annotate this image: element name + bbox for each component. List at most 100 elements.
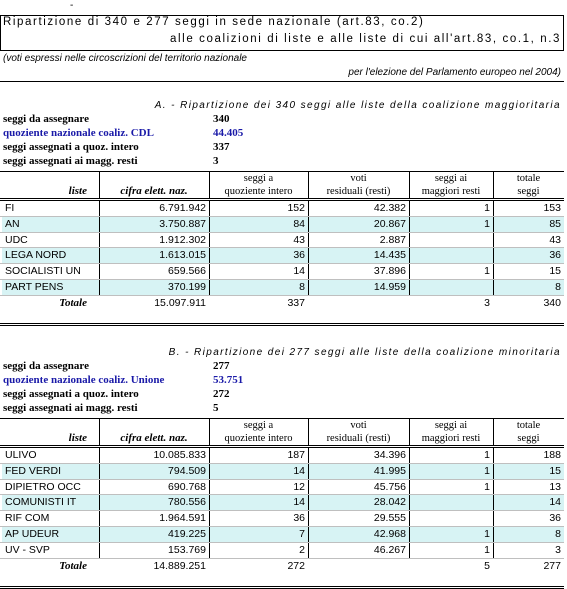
section_a-cell-divider	[493, 248, 494, 265]
section_b-cell-voti: 29.555	[373, 512, 406, 525]
col-seggi-quoziente-line1: seggi a	[243, 173, 274, 184]
section_b-cell-totale: 3	[555, 543, 561, 556]
section_b-cell-divider	[409, 495, 410, 512]
section_b-cell-lista: DIPIETRO OCC	[5, 480, 81, 493]
section_b-total-label: Totale	[59, 559, 87, 572]
section_b-row-rule	[0, 510, 564, 512]
col-liste-line2: liste	[68, 432, 87, 444]
section_a-cell-quoz: 36	[293, 249, 305, 262]
col-seggi-resti-line2: maggiori resti	[421, 433, 481, 444]
section_b-total-cifra: 14.889.251	[153, 559, 206, 572]
col-seggi-quoziente-line2: quoziente intero	[224, 186, 293, 197]
section_a-cell-divider	[209, 248, 210, 265]
section_b-cell-divider	[209, 448, 210, 464]
section_b-row-rule	[0, 557, 564, 559]
section_a-info-value: 340	[213, 113, 230, 125]
section_a-cell-voti: 2.887	[379, 233, 406, 246]
section_b-cell-cifra: 780.556	[168, 496, 206, 509]
section_a-cell-totale: 85	[549, 217, 561, 230]
col-voti-residuali-line1: voti	[350, 420, 367, 431]
section_b-row-rule	[0, 541, 564, 543]
title-box	[0, 15, 564, 51]
section_a-cell-divider	[493, 216, 494, 233]
section_a-cell-quoz: 152	[287, 202, 305, 214]
section_a-cell-divider	[99, 201, 100, 217]
section_b-cell-quoz: 12	[293, 480, 305, 493]
col-voti-residuali-line1: voti	[350, 173, 367, 184]
section_b-cell-resti: 1	[484, 528, 490, 540]
section_b-info-label: seggi da assegnare	[3, 360, 89, 372]
section_a-cell-divider	[99, 264, 100, 280]
section_b-cell-totale: 8	[555, 528, 561, 540]
section_b-cell-divider	[308, 527, 309, 543]
section_a-cell-quoz: 14	[293, 265, 305, 278]
section_b-cell-divider	[99, 448, 100, 464]
section_a-row-rule	[0, 247, 564, 249]
section_a-info-label: seggi assegnati a quoz. intero	[3, 141, 139, 153]
col-totale-line2: seggi	[517, 433, 540, 444]
section_a-table-top-rule	[0, 171, 564, 172]
section_a-row-rule	[0, 231, 564, 233]
section_a-cell-divider	[99, 248, 100, 265]
section_a-cell-divider	[209, 280, 210, 296]
section_b-cell-divider	[308, 479, 309, 496]
section_a-cell-lista: SOCIALISTI UN	[5, 265, 81, 278]
section_a-cell-quoz: 43	[293, 233, 305, 246]
section_a-info-value: 44.405	[213, 127, 244, 139]
section_a-cell-divider	[308, 201, 309, 217]
section_a-cell-divider	[409, 248, 410, 265]
section_a-cell-divider	[493, 264, 494, 280]
doc-note-line2: per l'elezione del Parlamento europeo ne…	[348, 67, 561, 78]
section_b-row-rule	[0, 478, 564, 480]
section_a-col-divider	[308, 171, 309, 198]
section_a-cell-divider	[308, 264, 309, 280]
section_b-cell-divider	[493, 527, 494, 543]
section_b-col-divider	[209, 418, 210, 445]
section_a-cell-voti: 20.867	[373, 217, 406, 230]
section_b-cell-divider	[308, 495, 309, 512]
section_b-row-rule	[0, 526, 564, 527]
section_b-bottom-rule-2	[0, 587, 564, 589]
section_a-cell-voti: 42.382	[373, 202, 406, 214]
section_b-cell-divider	[99, 463, 100, 480]
section_a-cell-divider	[308, 216, 309, 233]
section_b-bottom-rule	[0, 585, 564, 587]
section_b-cell-lista: RIF COM	[5, 512, 50, 525]
doc-title-line2: alle coalizioni di liste e alle liste di…	[170, 33, 561, 45]
section_b-info-value: 272	[213, 388, 230, 400]
section_b-col-divider	[409, 418, 410, 445]
section_a-cell-totale: 8	[555, 281, 561, 293]
header-rule	[0, 81, 564, 82]
section_b-info-label: seggi assegnati ai magg. resti	[3, 402, 138, 414]
section_b-cell-voti: 28.042	[373, 496, 406, 509]
section_a-col-divider	[409, 171, 410, 198]
section_b-cell-lista: FED VERDI	[5, 464, 62, 477]
section_b-cell-divider	[99, 479, 100, 496]
section_a-cell-cifra: 1.912.302	[159, 233, 206, 246]
section_a-cell-divider	[209, 264, 210, 280]
section_a-cell-cifra: 6.791.942	[159, 202, 206, 214]
section_a-cell-divider	[409, 201, 410, 217]
section_a-bottom-rule-2	[0, 324, 564, 326]
section_a-cell-totale: 36	[549, 249, 561, 262]
section_a-cell-voti: 14.435	[373, 249, 406, 262]
doc-title-line1: Ripartizione di 340 e 277 seggi in sede …	[3, 16, 425, 28]
section_a-info-label: quoziente nazionale coaliz. CDL	[3, 127, 154, 139]
section_a-row-rule	[0, 215, 564, 217]
section_b-cell-divider	[493, 479, 494, 496]
section_a-cell-divider	[209, 232, 210, 249]
section_b-cell-lista: AP UDEUR	[5, 528, 60, 540]
section_a-cell-totale: 153	[543, 202, 561, 214]
section_b-cell-divider	[409, 463, 410, 480]
col-totale-line1: totale	[516, 173, 541, 184]
col-voti-residuali-line2: residuali (resti)	[326, 433, 391, 444]
section_a-col-divider	[493, 171, 494, 198]
section_a-row-rule	[0, 279, 564, 280]
section_b-cell-divider	[493, 463, 494, 480]
section_b-info-label: quoziente nazionale coaliz. Unione	[3, 374, 165, 386]
section_a-header-rule	[0, 198, 564, 199]
section_a-info-label: seggi assegnati ai magg. resti	[3, 155, 138, 167]
section_a-cell-divider	[99, 232, 100, 249]
section_b-cell-divider	[308, 463, 309, 480]
section_a-row-rule	[0, 263, 564, 265]
